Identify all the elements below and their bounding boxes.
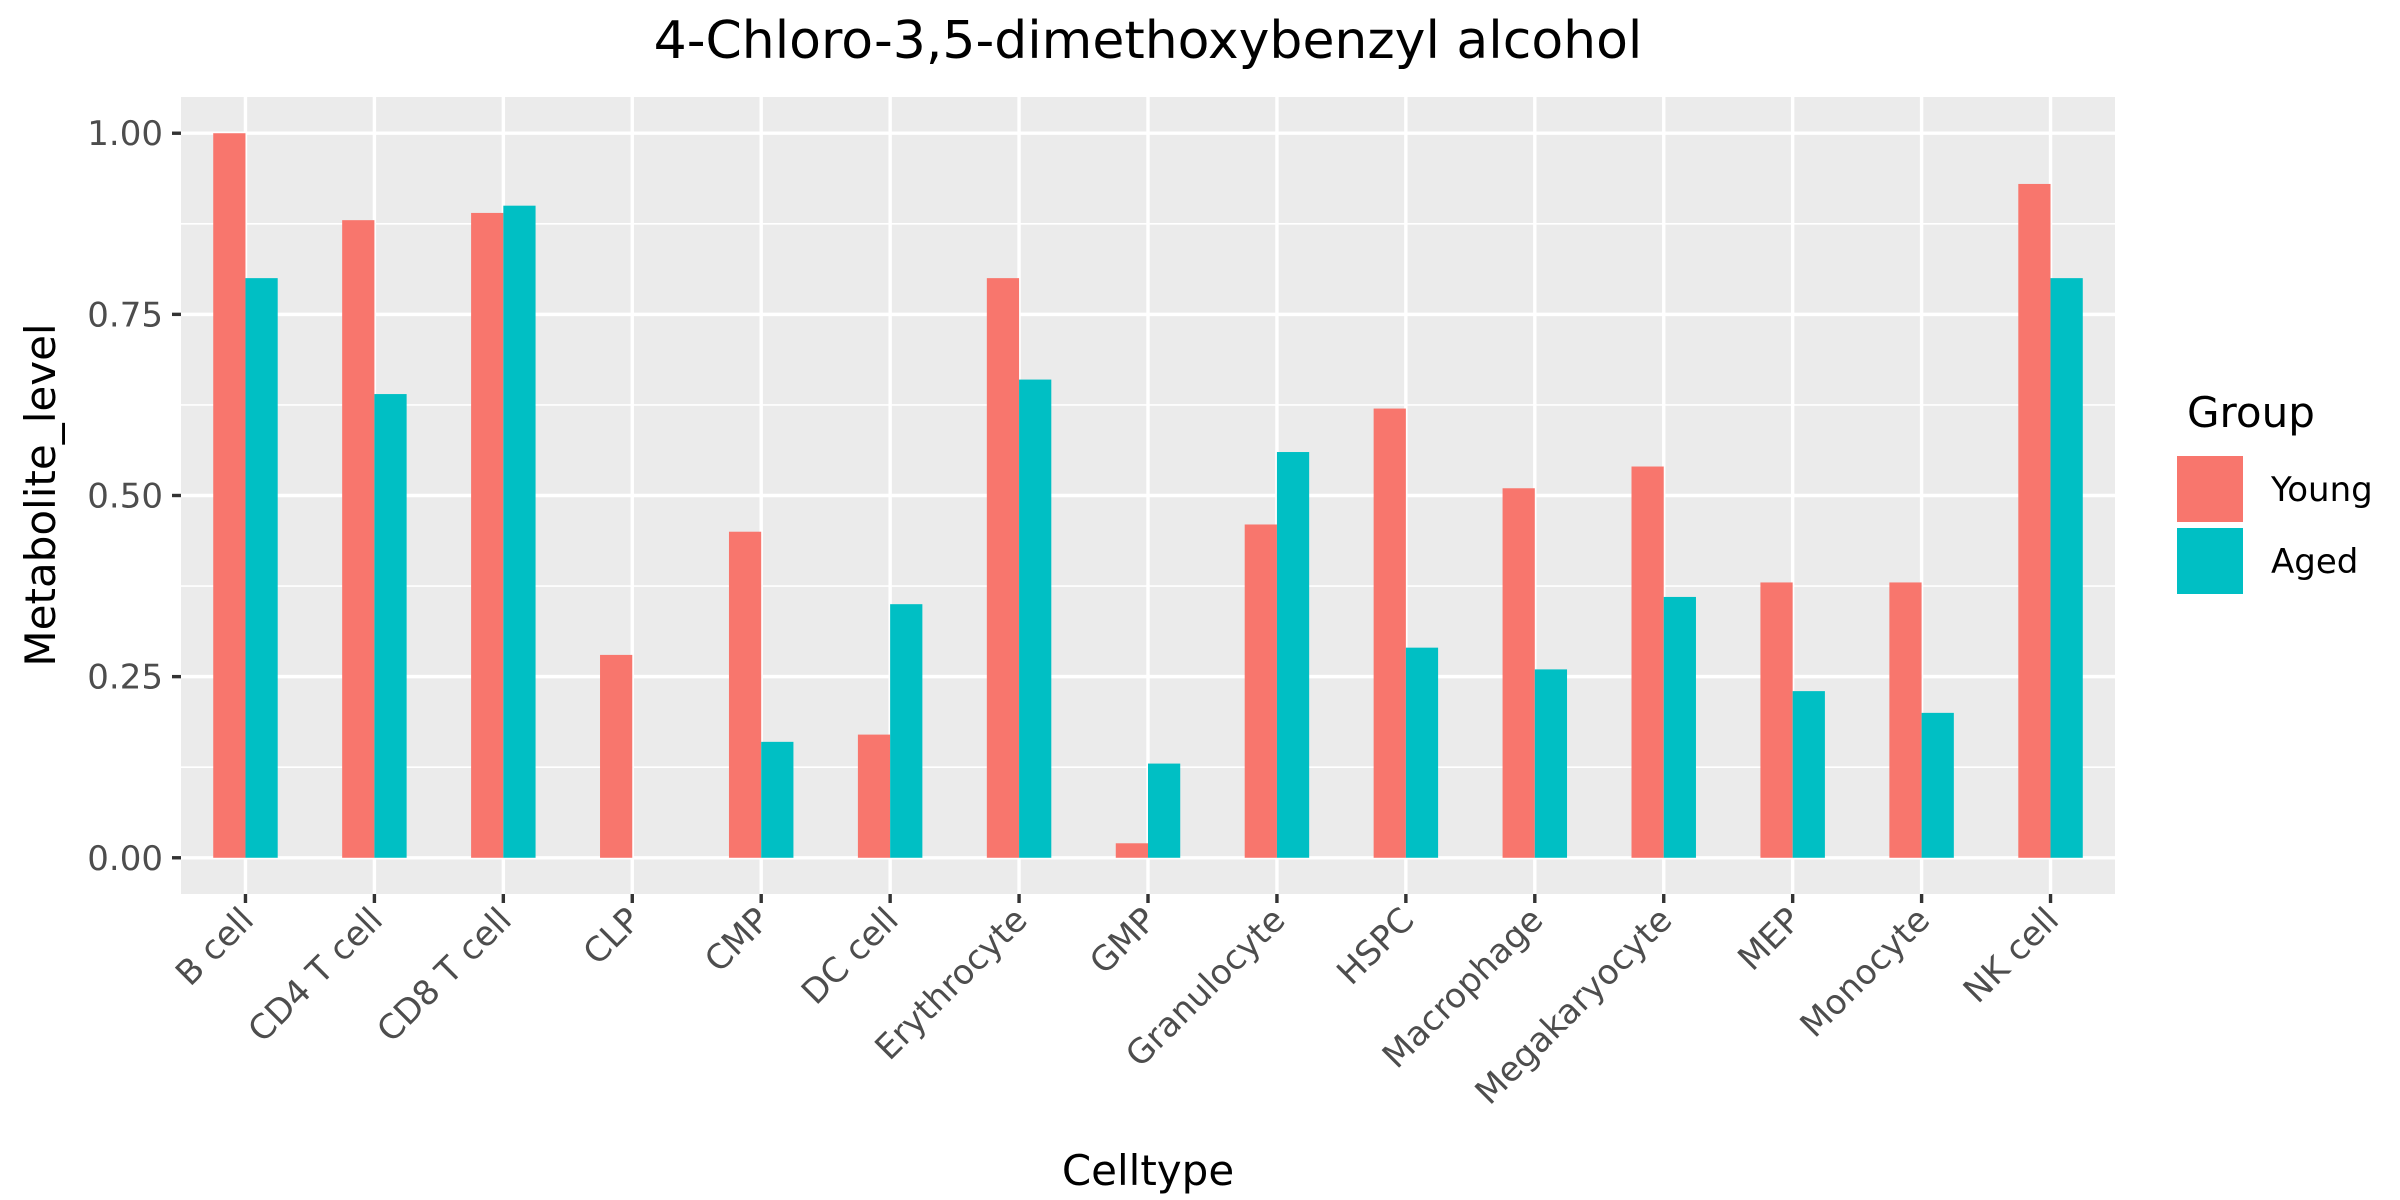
plot-panel: [181, 97, 2115, 894]
y-tick-label: 0.50: [87, 477, 163, 517]
x-tick-label: Monocyte: [1793, 900, 1938, 1045]
legend-title: Group: [2187, 388, 2315, 437]
y-tick-label: 0.00: [87, 839, 163, 879]
x-tick-label: CMP: [697, 900, 777, 980]
bar-young-megakaryocyte: [1631, 466, 1664, 858]
x-tick-label: NK cell: [1956, 900, 2067, 1011]
x-tick-label: B cell: [168, 900, 262, 994]
x-tick-label: MEP: [1730, 900, 1809, 979]
x-tick-label: GMP: [1082, 900, 1164, 982]
y-tick-label: 0.75: [87, 295, 163, 335]
bar-young-gmp: [1115, 843, 1148, 858]
bar-aged-nk-cell: [2050, 278, 2083, 858]
legend-key-young: [2177, 456, 2243, 522]
legend-items: Young Aged: [2177, 456, 2373, 594]
bar-aged-cd4-t-cell: [374, 394, 407, 858]
bar-young-cmp: [728, 531, 762, 858]
bar-layer: [213, 133, 2083, 858]
bar-aged-gmp: [1148, 763, 1181, 858]
bar-young-cd8-t-cell: [471, 212, 504, 858]
bar-young-dc-cell: [857, 734, 891, 858]
bar-aged-monocyte: [1921, 712, 1954, 858]
bar-aged-b-cell: [245, 278, 278, 858]
chart-title: 4-Chloro-3,5-dimethoxybenzyl alcohol: [654, 11, 1643, 71]
bar-young-erythrocyte: [986, 278, 1020, 858]
y-axis-title: Metabolite_level: [16, 323, 65, 666]
x-tick-label: CD8 T cell: [369, 900, 519, 1050]
legend: Group Young Aged: [2177, 388, 2373, 594]
y-tick-label: 0.25: [87, 658, 163, 698]
legend-key-aged: [2177, 528, 2243, 594]
bar-young-hspc: [1373, 408, 1406, 858]
x-tick-label: DC cell: [794, 900, 907, 1013]
bar-aged-mep: [1792, 691, 1825, 858]
x-tick-label: CD4 T cell: [241, 900, 391, 1050]
bar-young-clp: [600, 654, 633, 858]
y-tick-label: 1.00: [87, 114, 163, 154]
bar-aged-dc-cell: [890, 604, 923, 858]
bar-aged-erythrocyte: [1019, 379, 1052, 858]
bar-young-nk-cell: [2018, 183, 2051, 858]
bar-aged-granulocyte: [1276, 452, 1310, 858]
bar-young-b-cell: [213, 133, 246, 858]
bar-aged-megakaryocyte: [1663, 596, 1696, 858]
bar-aged-cmp: [761, 741, 794, 858]
x-tick-label: CLP: [576, 900, 649, 973]
x-tick-label: HSPC: [1329, 900, 1422, 993]
bar-young-granulocyte: [1244, 524, 1277, 858]
legend-label-young: Young: [2270, 470, 2373, 510]
bar-young-cd4-t-cell: [342, 220, 375, 858]
bar-aged-cd8-t-cell: [503, 205, 536, 858]
bar-young-mep: [1760, 582, 1793, 858]
bar-young-macrophage: [1502, 488, 1535, 858]
bar-aged-hspc: [1405, 647, 1439, 858]
x-axis-title: Celltype: [1062, 1146, 1234, 1195]
y-axis: 0.00 0.25 0.50 0.75 1.00: [87, 114, 181, 879]
legend-label-aged: Aged: [2271, 542, 2358, 582]
bar-aged-macrophage: [1534, 669, 1568, 858]
bar-young-monocyte: [1889, 582, 1922, 858]
